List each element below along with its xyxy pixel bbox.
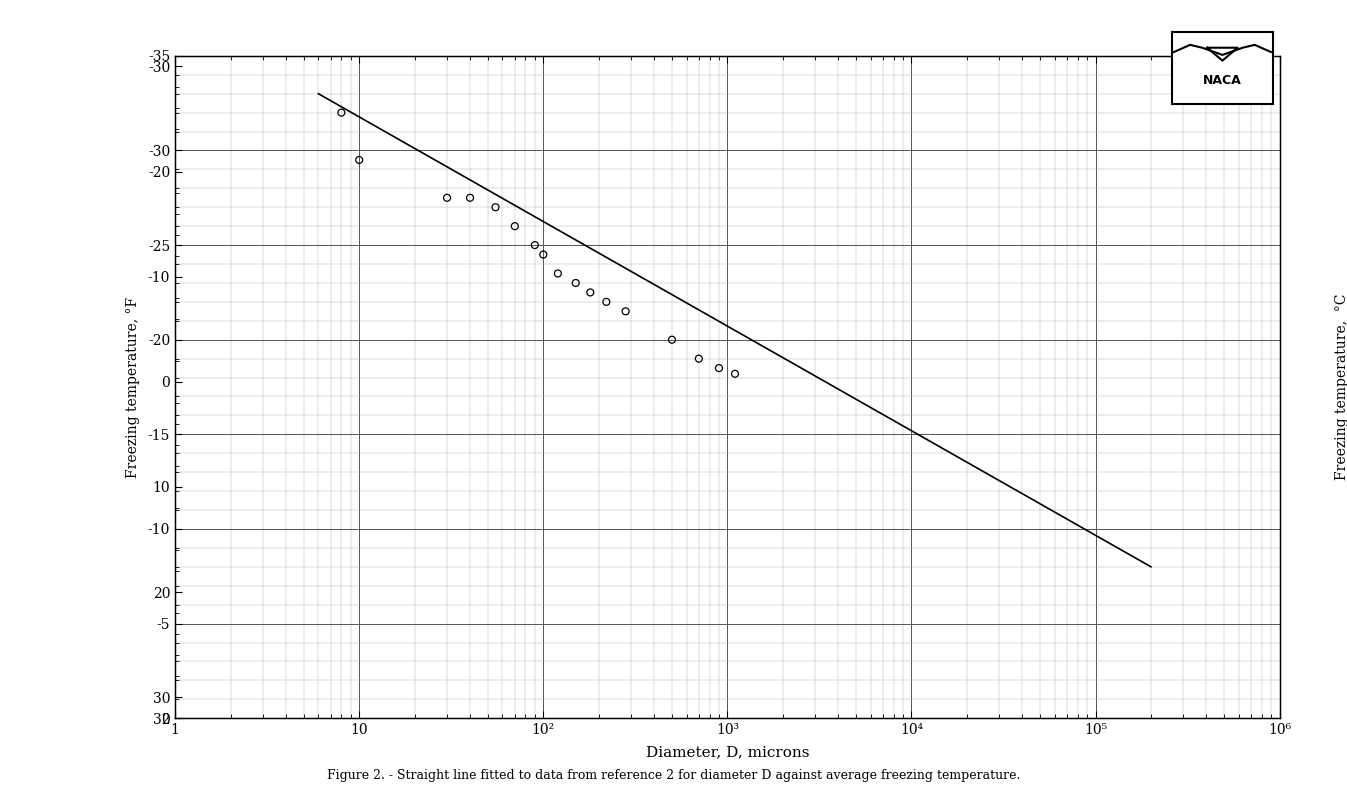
Point: [579, 286, 601, 298]
Text: Figure 2. - Straight line fitted to data from reference 2 for diameter D against: Figure 2. - Straight line fitted to data…: [327, 769, 1020, 782]
Text: NACA: NACA: [1203, 74, 1242, 87]
Point: [661, 334, 683, 346]
Point: [436, 192, 458, 204]
Point: [532, 248, 554, 261]
Point: [349, 153, 370, 166]
Point: [564, 277, 586, 290]
Point: [709, 361, 730, 374]
Point: [688, 352, 710, 365]
Point: [330, 106, 352, 119]
Y-axis label: Freezing temperature,  °C: Freezing temperature, °C: [1335, 294, 1347, 480]
Point: [614, 305, 636, 318]
Point: [595, 295, 617, 308]
Point: [504, 219, 525, 232]
Point: [547, 267, 568, 280]
Point: [725, 367, 746, 380]
Point: [524, 239, 546, 251]
Y-axis label: Freezing temperature, °F: Freezing temperature, °F: [125, 297, 140, 477]
Point: [459, 192, 481, 204]
X-axis label: Diameter, D, microns: Diameter, D, microns: [645, 745, 810, 760]
Point: [485, 201, 506, 214]
